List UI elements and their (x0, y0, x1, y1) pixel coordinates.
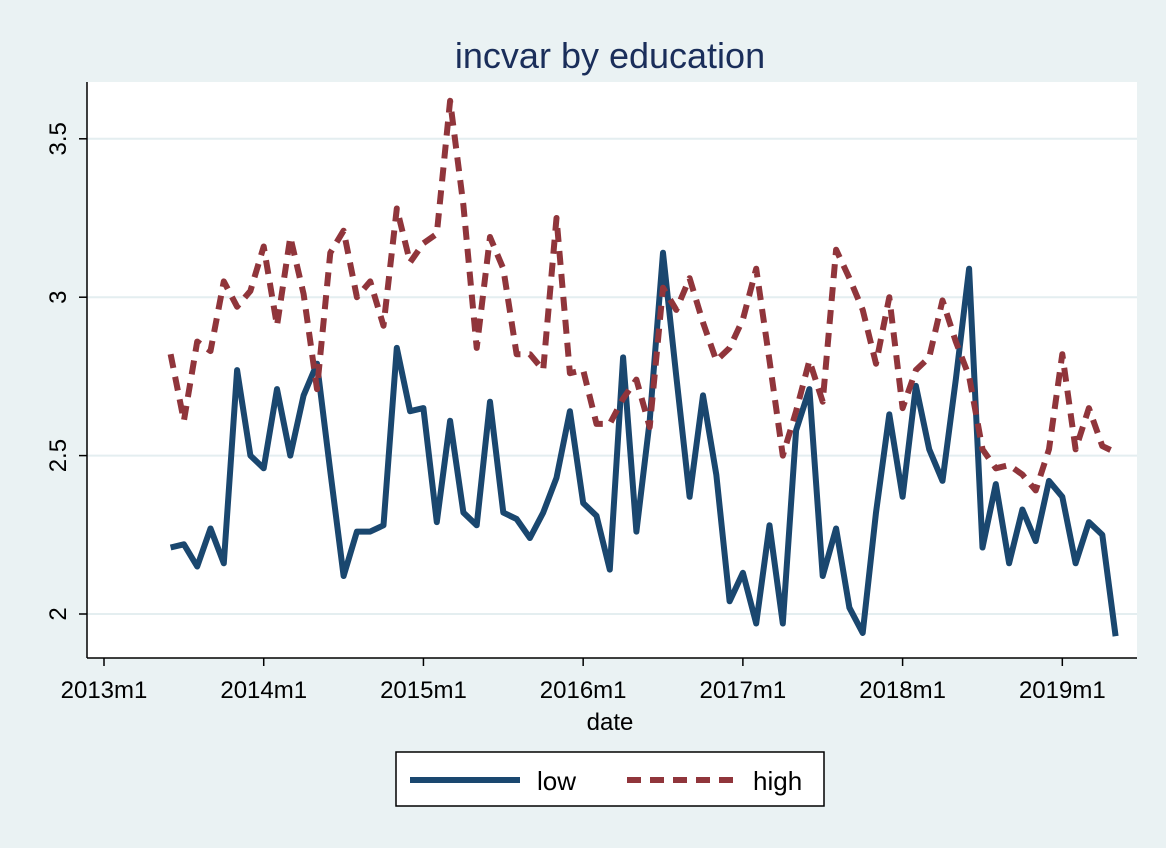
x-tick-label: 2016m1 (540, 677, 627, 704)
y-tick-label: 2 (45, 607, 72, 620)
x-tick-label: 2014m1 (220, 677, 307, 704)
y-tick-label: 3.5 (45, 122, 72, 155)
gridlines (87, 137, 1137, 615)
x-tick-label: 2017m1 (700, 677, 787, 704)
y-axis-ticks: 2 2.5 3 3.5 (45, 122, 87, 621)
x-tick-label: 2018m1 (859, 677, 946, 704)
x-axis-label: date (587, 709, 634, 736)
legend: low high (395, 751, 825, 807)
series-layer (167, 97, 1119, 637)
y-tick-label: 2.5 (45, 439, 72, 472)
x-axis-ticks: 2013m1 2014m1 2015m1 2016m1 2017m1 2018m1 2019… (61, 658, 1106, 704)
legend-label-low: low (537, 766, 576, 796)
x-tick-label: 2019m1 (1019, 677, 1106, 704)
series-line-low (169, 249, 1119, 637)
y-tick-label: 3 (45, 291, 72, 304)
chart-title: incvar by education (455, 35, 765, 76)
x-tick-label: 2015m1 (380, 677, 467, 704)
x-tick-label: 2013m1 (61, 677, 148, 704)
series-line-high (167, 97, 1117, 494)
legend-label-high: high (753, 766, 802, 796)
